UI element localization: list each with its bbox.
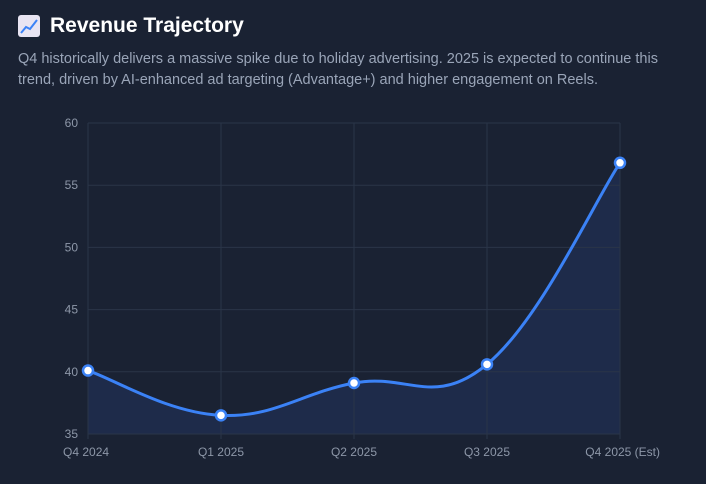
data-point[interactable]: [347, 376, 361, 390]
x-tick-label: Q4 2025 (Est): [585, 445, 660, 459]
series-line: [86, 161, 622, 417]
y-tick-label: 35: [65, 427, 79, 441]
data-point[interactable]: [214, 409, 228, 422]
y-tick-label: 50: [65, 240, 79, 254]
y-tick-label: 55: [65, 178, 79, 192]
data-point[interactable]: [81, 364, 95, 377]
data-point[interactable]: [480, 358, 494, 371]
y-tick-label: 45: [65, 303, 79, 317]
y-tick-label: 40: [65, 365, 79, 379]
title-text: Revenue Trajectory: [50, 14, 244, 37]
chart-increasing-icon: [18, 15, 40, 37]
data-point[interactable]: [613, 156, 627, 170]
chart-title: Revenue Trajectory: [18, 14, 244, 38]
chart-description: Q4 historically delivers a massive spike…: [18, 51, 658, 88]
x-tick-label: Q4 2024: [63, 445, 109, 459]
x-tick-label: Q1 2025: [198, 445, 244, 459]
y-tick-label: 60: [65, 116, 79, 130]
x-tick-label: Q2 2025: [331, 445, 377, 459]
x-tick-label: Q3 2025: [464, 445, 510, 459]
